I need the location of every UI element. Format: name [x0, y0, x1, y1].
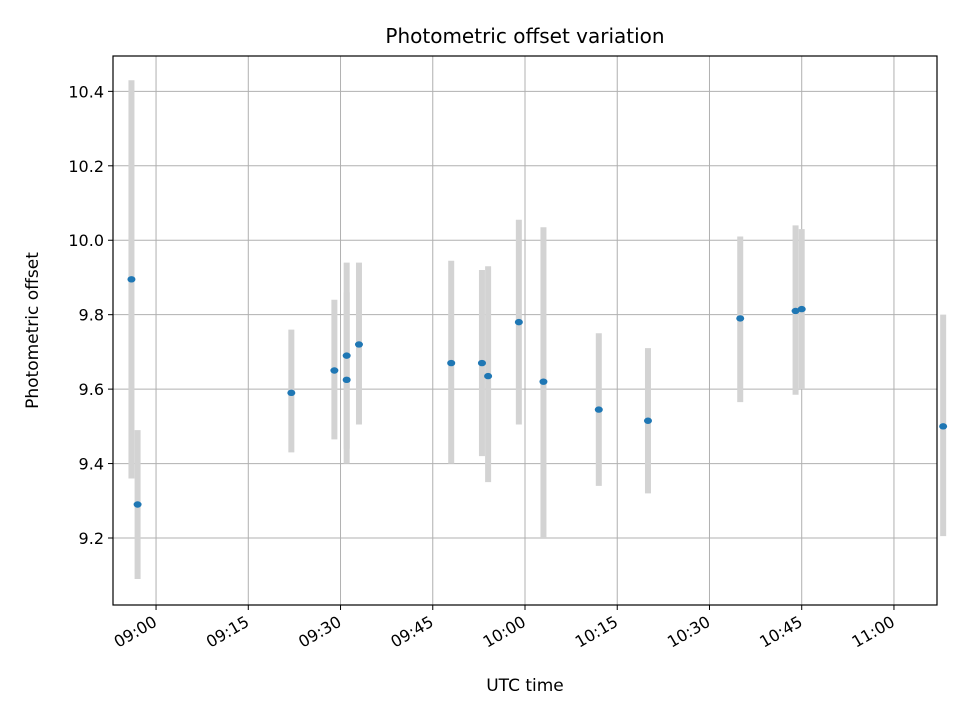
y-tick-label: 10.0	[68, 231, 104, 250]
data-point	[939, 423, 948, 430]
x-tick-label: 09:00	[111, 612, 160, 652]
data-point	[477, 359, 486, 367]
x-tick-label: 09:30	[295, 612, 344, 652]
x-axis-ticks: 09:00 09:15 09:30 09:45 10:00 10:15 10:30 10:45…	[111, 605, 898, 652]
data-point	[791, 307, 800, 315]
y-tick-label: 9.4	[79, 455, 104, 474]
data-point	[447, 359, 456, 367]
data-point	[330, 367, 339, 374]
data-point	[287, 389, 296, 397]
y-tick-label: 9.6	[79, 380, 104, 399]
data-point	[342, 376, 351, 384]
data-point	[484, 372, 493, 380]
x-tick-label: 09:45	[387, 612, 436, 652]
data-point	[539, 378, 548, 385]
x-tick-label: 10:30	[664, 612, 713, 652]
y-tick-label: 10.4	[68, 82, 104, 101]
grid-lines	[113, 56, 937, 605]
data-point	[736, 315, 745, 322]
data-point	[354, 341, 363, 348]
y-axis-ticks: 9.2 9.4 9.6 9.8 10.0 10.2 10.4	[68, 82, 113, 548]
y-tick-label: 9.2	[79, 529, 104, 548]
y-axis-label: Photometric offset	[23, 252, 43, 409]
data-point	[797, 305, 806, 313]
y-tick-label: 10.2	[68, 157, 104, 176]
data-point	[594, 406, 603, 413]
x-tick-label: 10:45	[756, 612, 805, 652]
data-points	[127, 276, 948, 508]
y-tick-label: 9.8	[79, 306, 104, 325]
x-tick-label: 11:00	[849, 612, 898, 652]
x-axis-label: UTC time	[486, 676, 564, 696]
x-tick-label: 10:00	[480, 612, 529, 652]
data-point	[133, 501, 142, 508]
data-point	[342, 352, 351, 359]
data-point	[514, 318, 523, 326]
error-bars	[128, 80, 947, 579]
data-point	[127, 276, 136, 283]
x-tick-label: 10:15	[572, 612, 621, 652]
data-point	[643, 417, 652, 424]
x-tick-label: 09:15	[203, 612, 252, 652]
chart-title: Photometric offset variation	[385, 24, 664, 48]
